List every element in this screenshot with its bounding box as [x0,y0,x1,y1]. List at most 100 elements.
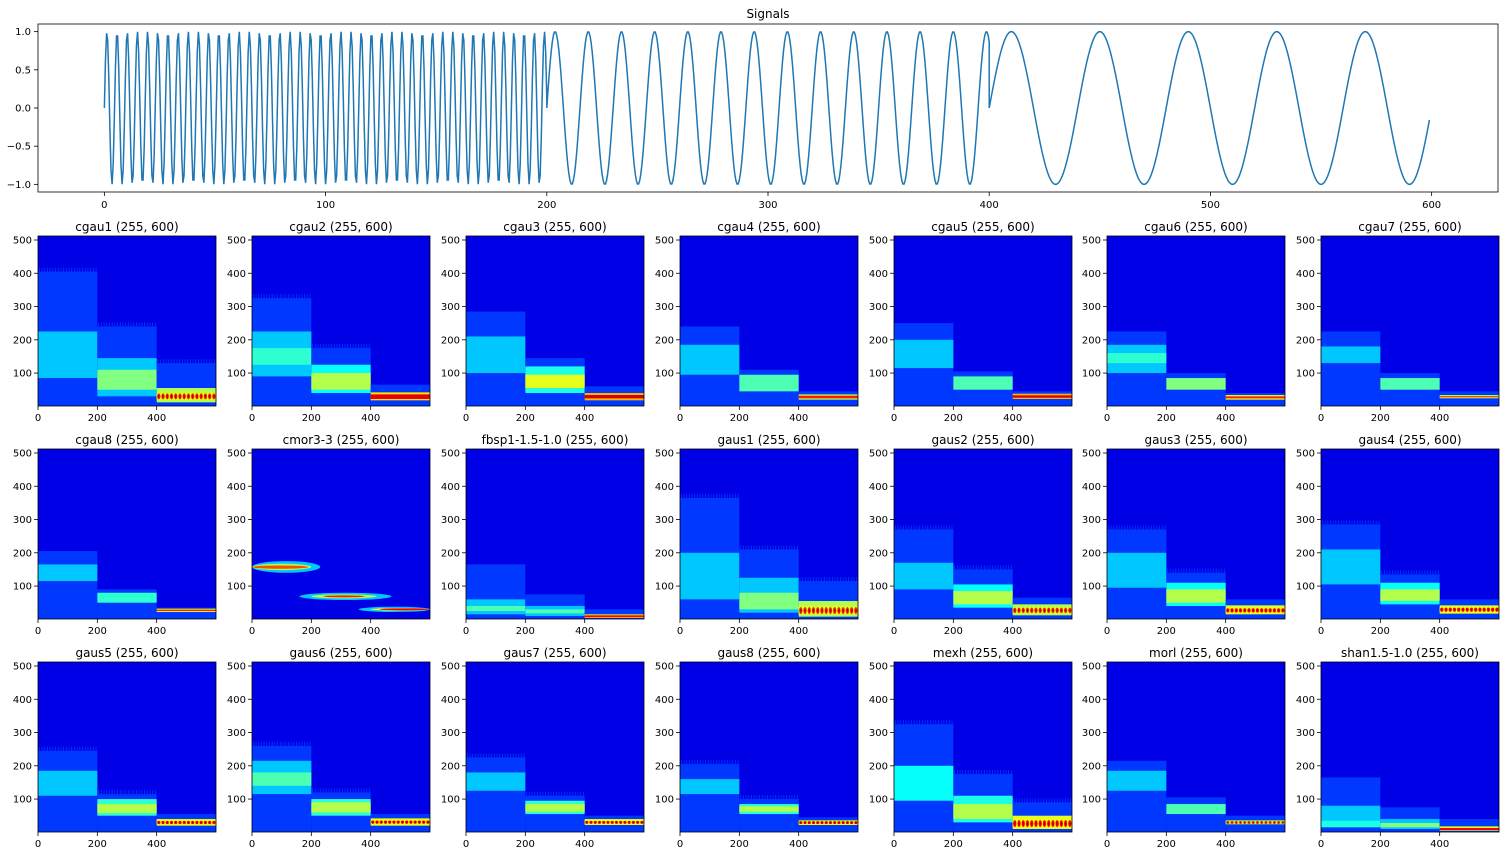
heatmap-fringe [539,791,541,797]
heatmap-fringe [1035,798,1036,804]
heatmap-xtick-label: 400 [1003,413,1022,424]
heatmap-axes-frame [251,235,431,407]
heatmap-fringe [973,770,974,776]
heatmap-ytick-label: 500 [13,235,32,246]
heatmap-xtick-label: 0 [1104,626,1110,637]
heatmap-fringe [989,770,991,776]
heatmap-blob-core [1039,609,1041,612]
heatmap-fringe [55,746,56,752]
heatmap-fringe [740,795,742,801]
heatmap-fringe [144,790,145,796]
heatmap-band [680,779,740,795]
heatmap-title: cgau8 (255, 600) [75,433,178,447]
heatmap-xtick-label: 200 [944,839,963,850]
heatmap-fringe [271,741,273,747]
heatmap-grid: cgau1 (255, 600)0 200 400100200300400500cg… [13,220,1500,850]
heatmap-blob-core [1048,609,1050,612]
heatmap-ytick-label: 100 [1082,369,1101,380]
heatmap-blob-core [817,821,819,824]
heatmap-fringe [943,525,945,531]
heatmap-fringe [913,720,915,726]
heatmap-fringe [759,795,760,801]
heatmap-ytick-label: 300 [655,302,674,313]
heatmap-ytick-label: 400 [1082,695,1101,706]
heatmap-fringe [831,577,833,583]
heatmap-band [252,565,309,569]
heatmap-axes-frame [37,448,217,620]
heatmap-fringe [1343,520,1345,526]
heatmap-ytick-label: 300 [1296,302,1315,313]
heatmap-fringe [582,791,584,797]
heatmap-axes-frame [251,661,431,833]
heatmap-fringe [753,795,755,801]
heatmap-fringe [119,322,121,328]
heatmap-fringe [1032,798,1034,804]
heatmap-fringe [1013,798,1015,804]
heatmap-fringe [1424,570,1426,576]
heatmap-xtick-label: 200 [730,626,749,637]
heatmap-fringe [79,267,81,273]
heatmap-ytick-label: 300 [227,515,246,526]
heatmap-fringe [1427,570,1428,576]
heatmap-blob-core [1227,821,1229,824]
heatmap-fringe [1373,520,1374,526]
heatmap-fringe [1330,520,1331,526]
heatmap-xtick-label: 400 [361,839,380,850]
heatmap-fringe [1107,525,1109,531]
heatmap-fringe [986,565,988,571]
heatmap-fringe [466,753,468,759]
heatmap-blob-core [1026,609,1029,612]
heatmap-fringe [903,525,904,531]
heatmap-fringe [269,741,270,747]
heatmap-fringe [208,359,210,365]
heatmap-fringe [363,344,365,350]
heatmap-blob-core [1060,821,1063,826]
heatmap-fringe [1437,570,1439,576]
heatmap-ytick-label: 100 [869,369,888,380]
heatmap-blob-core [1031,609,1033,612]
heatmap-fringe [767,795,769,801]
heatmap-ytick-label: 200 [227,548,246,559]
heatmap-blob-core [1282,609,1284,612]
heatmap-blob-core [179,395,181,398]
heatmap-xtick-label: 400 [1430,626,1449,637]
heatmap-title: cgau3 (255, 600) [503,220,606,234]
heatmap-fringe [499,753,501,759]
heatmap-fringe [778,795,779,801]
heatmap-blob-core [1231,609,1233,612]
heatmap-blob-core [1069,821,1071,826]
heatmap-blob-core [401,821,404,824]
heatmap-ytick-label: 400 [13,482,32,493]
heatmap-band [466,336,526,374]
heatmap-ytick-label: 100 [655,582,674,593]
heatmap-band [1107,353,1167,364]
heatmap-fringe [266,741,268,747]
heatmap-blob-core [1231,821,1233,824]
heatmap-fringe [542,791,544,797]
heatmap-fringe [1121,525,1123,531]
heatmap-ytick-label: 200 [227,761,246,772]
heatmap-blob-core [389,821,391,824]
heatmap-fringe [911,720,912,726]
heatmap-fringe [935,720,937,726]
heatmap-title: gaus1 (255, 600) [717,433,820,447]
heatmap-ytick-label: 300 [13,302,32,313]
heatmap-blob-core [1018,609,1020,612]
heatmap-title: gaus5 (255, 600) [75,646,178,660]
heatmap-blob-core [418,821,421,824]
heatmap-ytick-label: 200 [1082,335,1101,346]
heatmap-fringe [956,770,958,776]
heatmap-fringe [764,795,766,801]
heatmap-fringe [154,790,156,796]
heatmap-blob-core [158,821,160,824]
heatmap-fringe [970,770,972,776]
heatmap-ytick-label: 100 [1082,582,1101,593]
heatmap-band [379,608,430,611]
heatmap-blob-core [175,395,177,398]
heatmap-axes-frame [1106,661,1286,833]
heatmap-fringe [1002,565,1004,571]
heatmap-blob-core [1496,608,1498,611]
heatmap-xtick-label: 400 [575,626,594,637]
heatmap-axes-frame [893,448,1073,620]
